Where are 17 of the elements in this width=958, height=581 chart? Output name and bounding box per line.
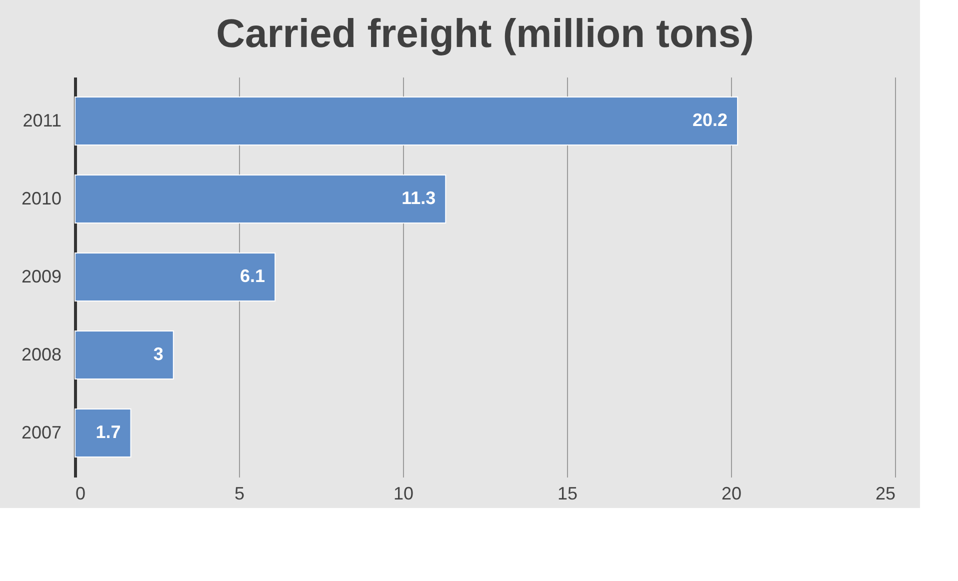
x-tick-label: 5 [234,484,245,504]
chart-title: Carried freight (million tons) [216,12,754,56]
y-tick-label: 2010 [21,188,62,208]
x-tick-label: 10 [393,484,414,504]
x-tick-label: 15 [557,484,578,504]
y-tick-label: 2008 [21,344,62,364]
x-tick-label: 0 [76,484,86,504]
x-tick-label: 25 [875,484,896,504]
data-label: 1.7 [96,422,121,442]
y-tick-label: 2007 [21,422,62,442]
data-label: 3 [153,344,164,364]
x-tick-label: 20 [721,484,742,504]
data-label: 11.3 [402,188,436,208]
y-tick-label: 2009 [21,266,62,286]
data-label: 20.2 [692,110,728,130]
data-label: 6.1 [240,266,266,286]
y-tick-label: 2011 [22,110,62,130]
